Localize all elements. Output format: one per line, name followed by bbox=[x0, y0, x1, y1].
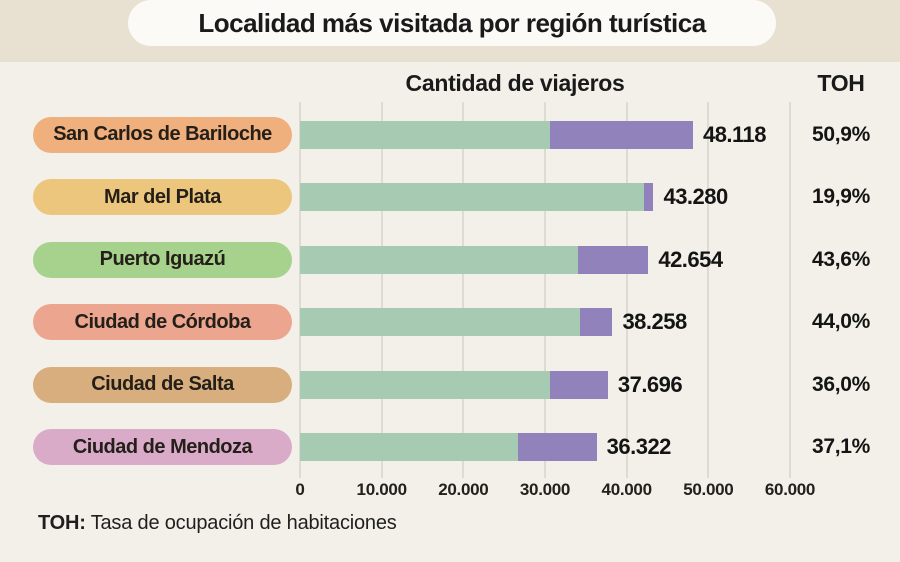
bar-value-label: 42.654 bbox=[658, 246, 723, 272]
footnote-term: TOH: bbox=[38, 512, 86, 534]
gridline bbox=[789, 102, 791, 478]
category-label: Puerto Iguazú bbox=[99, 248, 226, 270]
category-label: Ciudad de Córdoba bbox=[74, 310, 251, 333]
stacked-bar bbox=[300, 308, 613, 336]
bar-value-label: 43.280 bbox=[663, 184, 728, 209]
category-pill: Ciudad de Salta bbox=[33, 366, 292, 403]
toh-value: 44,0% bbox=[811, 310, 871, 333]
bar-segment-purple bbox=[577, 245, 649, 274]
footnote: TOH: Tasa de ocupación de habitaciones bbox=[38, 512, 397, 535]
bar-segment-purple bbox=[518, 433, 597, 461]
x-axis-tick-label: 60.000 bbox=[764, 480, 816, 499]
toh-value: 37,1% bbox=[811, 435, 871, 458]
bar-segment-green bbox=[300, 433, 519, 461]
bar-segment-purple bbox=[643, 183, 654, 211]
gridline bbox=[299, 102, 301, 478]
category-label: Ciudad de Mendoza bbox=[72, 435, 253, 458]
bar-value-label: 38.258 bbox=[622, 309, 687, 334]
toh-value: 36,0% bbox=[811, 372, 871, 396]
stacked-bar bbox=[300, 120, 693, 149]
category-pill: San Carlos de Bariloche bbox=[33, 116, 292, 153]
category-pill: Ciudad de Mendoza bbox=[33, 429, 292, 465]
footnote-definition: Tasa de ocupación de habitaciones bbox=[85, 512, 397, 534]
category-label: Mar del Plata bbox=[104, 185, 221, 208]
gridline bbox=[707, 102, 710, 478]
bar-segment-green bbox=[300, 245, 578, 274]
toh-value: 50,9% bbox=[811, 122, 871, 146]
bar-value-label: 37.696 bbox=[617, 371, 683, 397]
category-pill: Mar del Plata bbox=[33, 179, 292, 215]
bar-segment-green bbox=[300, 183, 644, 211]
toh-value: 19,9% bbox=[811, 185, 871, 208]
bar-segment-green bbox=[300, 120, 550, 149]
category-pill: Ciudad de Córdoba bbox=[33, 304, 292, 340]
stacked-bar bbox=[300, 433, 597, 461]
bar-value-label: 48.118 bbox=[702, 121, 767, 147]
bar-value-label: 36.322 bbox=[606, 434, 672, 459]
x-axis-tick-label: 20.000 bbox=[438, 480, 489, 499]
column-header-toh: TOH bbox=[817, 70, 865, 96]
bar-segment-purple bbox=[549, 120, 693, 149]
bar-segment-purple bbox=[580, 308, 613, 336]
toh-value: 43,6% bbox=[811, 247, 871, 271]
page-title: Localidad más visitada por región turíst… bbox=[198, 7, 706, 38]
stacked-bar bbox=[300, 245, 649, 274]
x-axis-tick-label: 50.000 bbox=[683, 480, 734, 499]
category-label: Ciudad de Salta bbox=[91, 373, 234, 395]
bar-segment-purple bbox=[549, 370, 608, 399]
stacked-bar bbox=[300, 370, 608, 399]
stacked-bar bbox=[300, 183, 654, 211]
gridline bbox=[625, 102, 628, 478]
category-label: San Carlos de Bariloche bbox=[53, 123, 272, 145]
title-pill: Localidad más visitada por región turíst… bbox=[128, 0, 776, 46]
x-axis-tick-label: 30.000 bbox=[519, 480, 571, 499]
column-header-travelers: Cantidad de viajeros bbox=[405, 70, 625, 96]
gridline bbox=[380, 102, 383, 478]
x-axis-tick-label: 0 bbox=[295, 480, 305, 499]
x-axis-tick-label: 10.000 bbox=[356, 480, 408, 499]
category-pill: Puerto Iguazú bbox=[33, 241, 292, 278]
bar-segment-green bbox=[300, 370, 550, 399]
x-axis-tick-label: 40.000 bbox=[601, 480, 653, 499]
gridline bbox=[462, 102, 465, 478]
bar-segment-green bbox=[300, 308, 581, 336]
gridline bbox=[544, 102, 546, 478]
